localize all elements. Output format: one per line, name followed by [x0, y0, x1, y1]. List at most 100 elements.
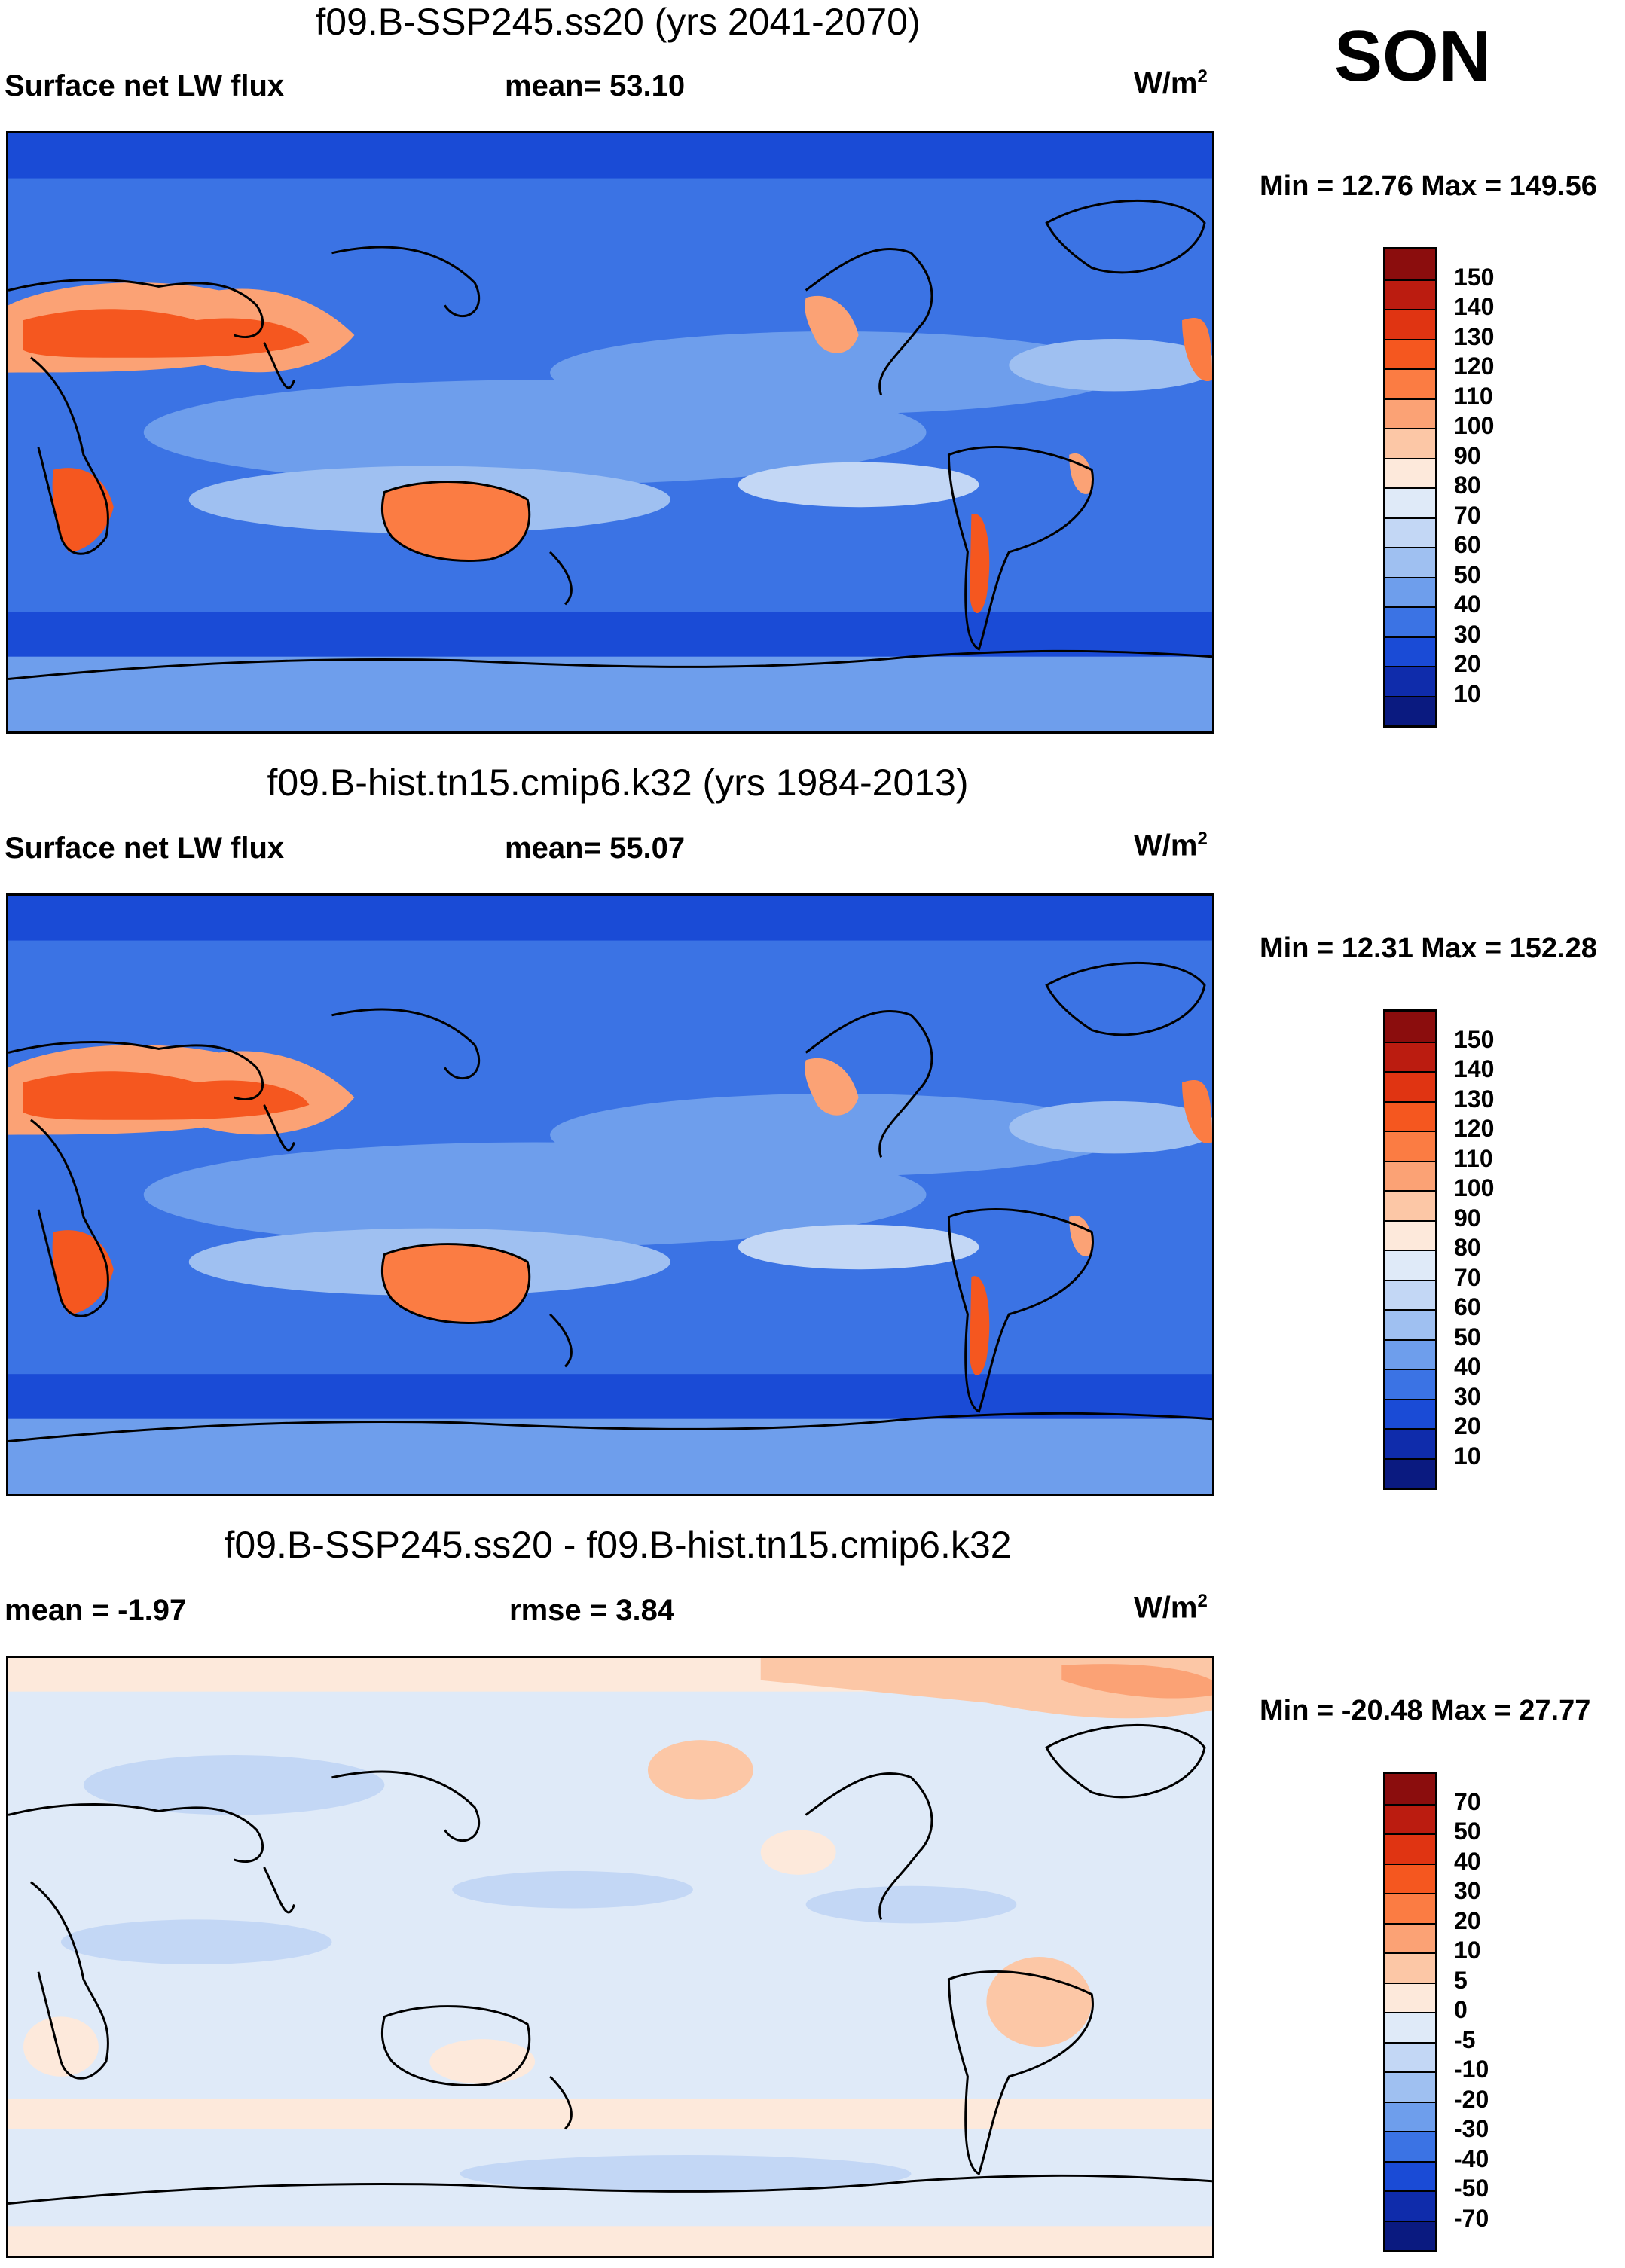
panel-2-minmax: Min = 12.31 Max = 152.28: [1260, 933, 1597, 964]
panel-2-variable-label: Surface net LW flux: [5, 832, 285, 865]
panel-1-minmax: Min = 12.76 Max = 149.56: [1260, 170, 1597, 202]
colorbar-tick-label: -40: [1454, 2144, 1489, 2172]
colorbar-tick-label: 80: [1454, 1234, 1481, 1261]
colorbar-tick-label: 60: [1454, 1293, 1481, 1320]
colorbar-box: [1385, 338, 1435, 368]
colorbar-box: [1385, 1982, 1435, 2012]
colorbar-box: [1385, 1922, 1435, 1952]
colorbar-tick-label: 70: [1454, 1263, 1481, 1291]
colorbar-tick-label: 0: [1454, 1996, 1468, 2023]
colorbar-box: [1385, 606, 1435, 636]
colorbar-box: [1385, 517, 1435, 547]
colorbar-box: [1385, 1071, 1435, 1101]
colorbar-box: [1385, 2012, 1435, 2042]
colorbar-box: [1385, 2131, 1435, 2161]
colorbar-tick-label: 20: [1454, 1906, 1481, 1934]
colorbar-box: [1385, 1458, 1435, 1488]
panel-1-variable-label: Surface net LW flux: [5, 69, 285, 102]
panel-1-mean-label: mean= 53.10: [505, 69, 686, 102]
colorbar-box: [1385, 1190, 1435, 1220]
colorbar-box: [1385, 1160, 1435, 1190]
colorbar-box: [1385, 487, 1435, 517]
colorbar-box: [1385, 1279, 1435, 1309]
colorbar-box: [1385, 457, 1435, 487]
panel-1-colorbar: [1383, 247, 1437, 728]
colorbar-box: [1385, 1131, 1435, 1161]
panel-3-rmse-label: rmse = 3.84: [509, 1594, 675, 1627]
colorbar-tick-label: 130: [1454, 1085, 1495, 1113]
colorbar-tick-label: 5: [1454, 1966, 1468, 1994]
colorbar-box: [1385, 695, 1435, 725]
colorbar-tick-label: 50: [1454, 1323, 1481, 1351]
season-label: SON: [1333, 16, 1492, 96]
colorbar-tick-label: -70: [1454, 2204, 1489, 2232]
colorbar-tick-label: 110: [1454, 382, 1493, 410]
colorbar-tick-label: -10: [1454, 2056, 1489, 2083]
colorbar-box: [1385, 1952, 1435, 1983]
panel-2-mean-label: mean= 55.07: [505, 832, 686, 865]
panel-1-colorbar-boxes: [1385, 249, 1435, 725]
colorbar-box: [1385, 398, 1435, 428]
colorbar-tick-label: 10: [1454, 679, 1481, 707]
colorbar-box: [1385, 547, 1435, 577]
colorbar-tick-label: 10: [1454, 1937, 1481, 1964]
colorbar-box: [1385, 2190, 1435, 2221]
panel-3-minmax: Min = -20.48 Max = 27.77: [1260, 1695, 1591, 1726]
colorbar-box: [1385, 636, 1435, 666]
colorbar-tick-label: 70: [1454, 501, 1481, 529]
colorbar-tick-label: 70: [1454, 1787, 1481, 1815]
colorbar-tick-label: 90: [1454, 441, 1481, 469]
colorbar-box: [1385, 1339, 1435, 1369]
colorbar-box: [1385, 1863, 1435, 1893]
colorbar-tick-label: -5: [1454, 2025, 1476, 2053]
colorbar-tick-label: 120: [1454, 1115, 1495, 1142]
colorbar-tick-label: 110: [1454, 1144, 1493, 1172]
colorbar-tick-label: 40: [1454, 1847, 1481, 1875]
colorbar-tick-label: 100: [1454, 412, 1495, 439]
colorbar-box: [1385, 2101, 1435, 2131]
colorbar-tick-label: 90: [1454, 1204, 1481, 1232]
colorbar-box: [1385, 428, 1435, 458]
colorbar-box: [1385, 1309, 1435, 1339]
colorbar-tick-label: 120: [1454, 353, 1495, 380]
panel-3-units: W/m2: [1134, 1591, 1208, 1625]
colorbar-box: [1385, 309, 1435, 339]
panel-1-units: W/m2: [1134, 66, 1208, 100]
colorbar-tick-label: 50: [1454, 1818, 1481, 1845]
panel-2-units: W/m2: [1134, 829, 1208, 862]
colorbar-tick-label: 150: [1454, 1025, 1495, 1053]
colorbar-tick-label: 20: [1454, 650, 1481, 677]
colorbar-box: [1385, 279, 1435, 309]
colorbar-tick-label: 30: [1454, 620, 1481, 648]
panel-2-title: f09.B-hist.tn15.cmip6.k32 (yrs 1984-2013…: [267, 762, 969, 804]
colorbar-tick-label: -50: [1454, 2175, 1489, 2202]
colorbar-box: [1385, 1774, 1435, 1804]
colorbar-tick-label: 50: [1454, 560, 1481, 588]
colorbar-box: [1385, 368, 1435, 398]
colorbar-tick-label: 10: [1454, 1442, 1481, 1470]
colorbar-box: [1385, 1398, 1435, 1428]
colorbar-tick-label: 140: [1454, 1055, 1495, 1082]
colorbar-tick-label: 20: [1454, 1412, 1481, 1439]
panel-2-colorbar: [1383, 1009, 1437, 1490]
colorbar-tick-label: 140: [1454, 293, 1495, 320]
colorbar-box: [1385, 2220, 1435, 2250]
panel-3-mean-label: mean = -1.97: [5, 1594, 187, 1627]
colorbar-box: [1385, 1100, 1435, 1131]
panel-2-map: [6, 893, 1214, 1496]
colorbar-box: [1385, 1428, 1435, 1458]
colorbar-tick-label: 100: [1454, 1174, 1495, 1201]
colorbar-box: [1385, 1893, 1435, 1923]
colorbar-box: [1385, 1219, 1435, 1250]
panel-2-colorbar-boxes: [1385, 1012, 1435, 1488]
colorbar-box: [1385, 1250, 1435, 1280]
colorbar-tick-label: 30: [1454, 1382, 1481, 1410]
colorbar-tick-label: 30: [1454, 1877, 1481, 1904]
colorbar-tick-label: 60: [1454, 531, 1481, 558]
colorbar-tick-label: 40: [1454, 591, 1481, 618]
colorbar-box: [1385, 576, 1435, 606]
panel-3-colorbar: [1383, 1772, 1437, 2252]
panel-3-colorbar-boxes: [1385, 1774, 1435, 2250]
colorbar-box: [1385, 2160, 1435, 2190]
colorbar-tick-label: -20: [1454, 2085, 1489, 2113]
